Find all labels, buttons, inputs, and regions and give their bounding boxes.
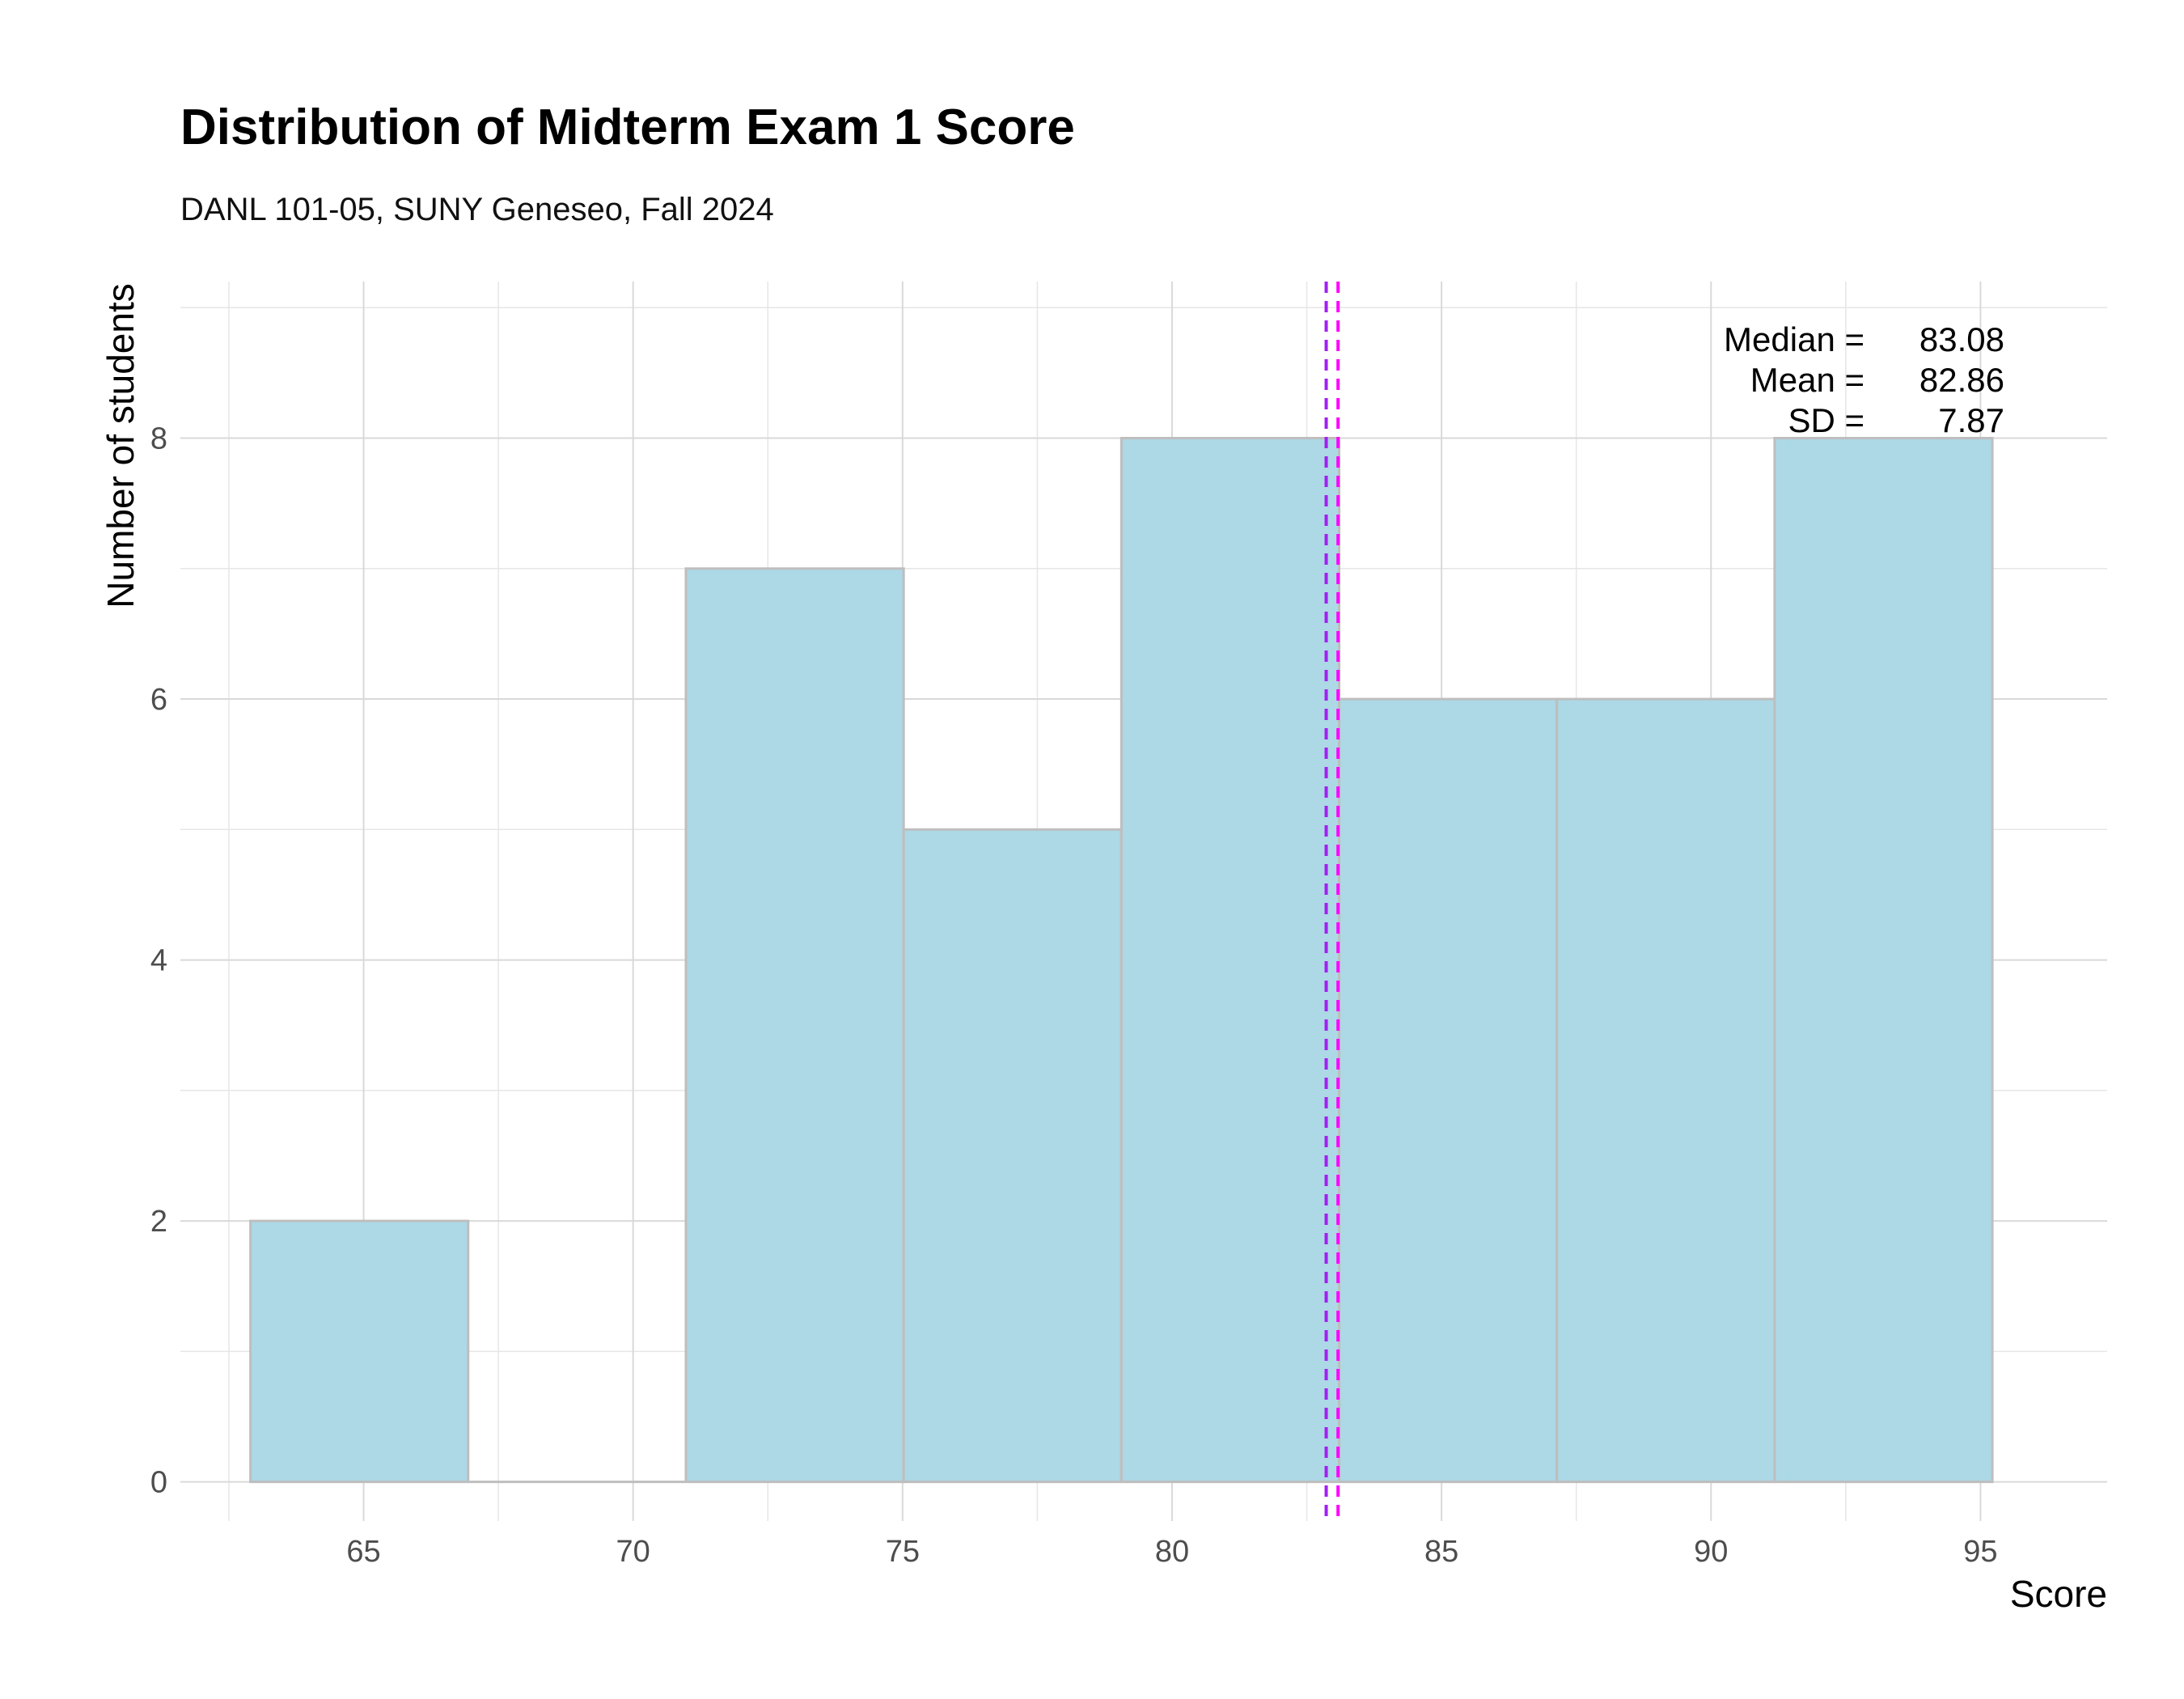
x-axis-ticks: 65 70 75 80 85 90 95 — [346, 1535, 1997, 1569]
y-tick-label: 8 — [150, 422, 167, 456]
stat-value: 83.08 — [1919, 320, 2004, 358]
x-tick-label: 85 — [1424, 1535, 1458, 1569]
histogram-bar — [1773, 437, 1994, 1484]
stat-value: 82.86 — [1919, 361, 2004, 399]
x-axis-title: Score — [2010, 1573, 2107, 1615]
y-tick-label: 6 — [150, 683, 167, 717]
histogram-bar — [249, 1219, 470, 1484]
x-tick-label: 90 — [1694, 1535, 1728, 1569]
stat-label: Median = — [1724, 320, 1864, 358]
x-tick-label: 65 — [346, 1535, 380, 1569]
stat-value: 7.87 — [1938, 401, 2004, 439]
summary-stats-annotation: Median = 83.08 Mean = 82.86 SD = 7.87 — [1724, 320, 2004, 439]
stat-label: SD = — [1788, 401, 1864, 439]
histogram-bar — [902, 828, 1123, 1484]
x-tick-label: 80 — [1155, 1535, 1189, 1569]
histogram-bar — [1338, 697, 1559, 1484]
histogram-bar — [684, 567, 905, 1484]
y-tick-label: 4 — [150, 944, 167, 978]
chart-subtitle: DANL 101-05, SUNY Geneseo, Fall 2024 — [180, 192, 774, 227]
histogram-bar — [1120, 437, 1341, 1484]
x-tick-label: 95 — [1963, 1535, 1997, 1569]
reference-lines — [1324, 282, 1340, 1521]
chart-title: Distribution of Midterm Exam 1 Score — [180, 100, 1075, 155]
y-tick-label: 0 — [150, 1466, 167, 1500]
y-axis-ticks: 0 2 4 6 8 — [150, 422, 167, 1500]
x-tick-label: 70 — [616, 1535, 650, 1569]
histogram-bar — [1555, 697, 1776, 1484]
x-tick-label: 75 — [886, 1535, 920, 1569]
y-tick-label: 2 — [150, 1205, 167, 1239]
y-axis-title: Number of students — [99, 283, 142, 608]
histogram-bars — [249, 437, 1994, 1484]
stat-label: Mean = — [1750, 361, 1864, 399]
